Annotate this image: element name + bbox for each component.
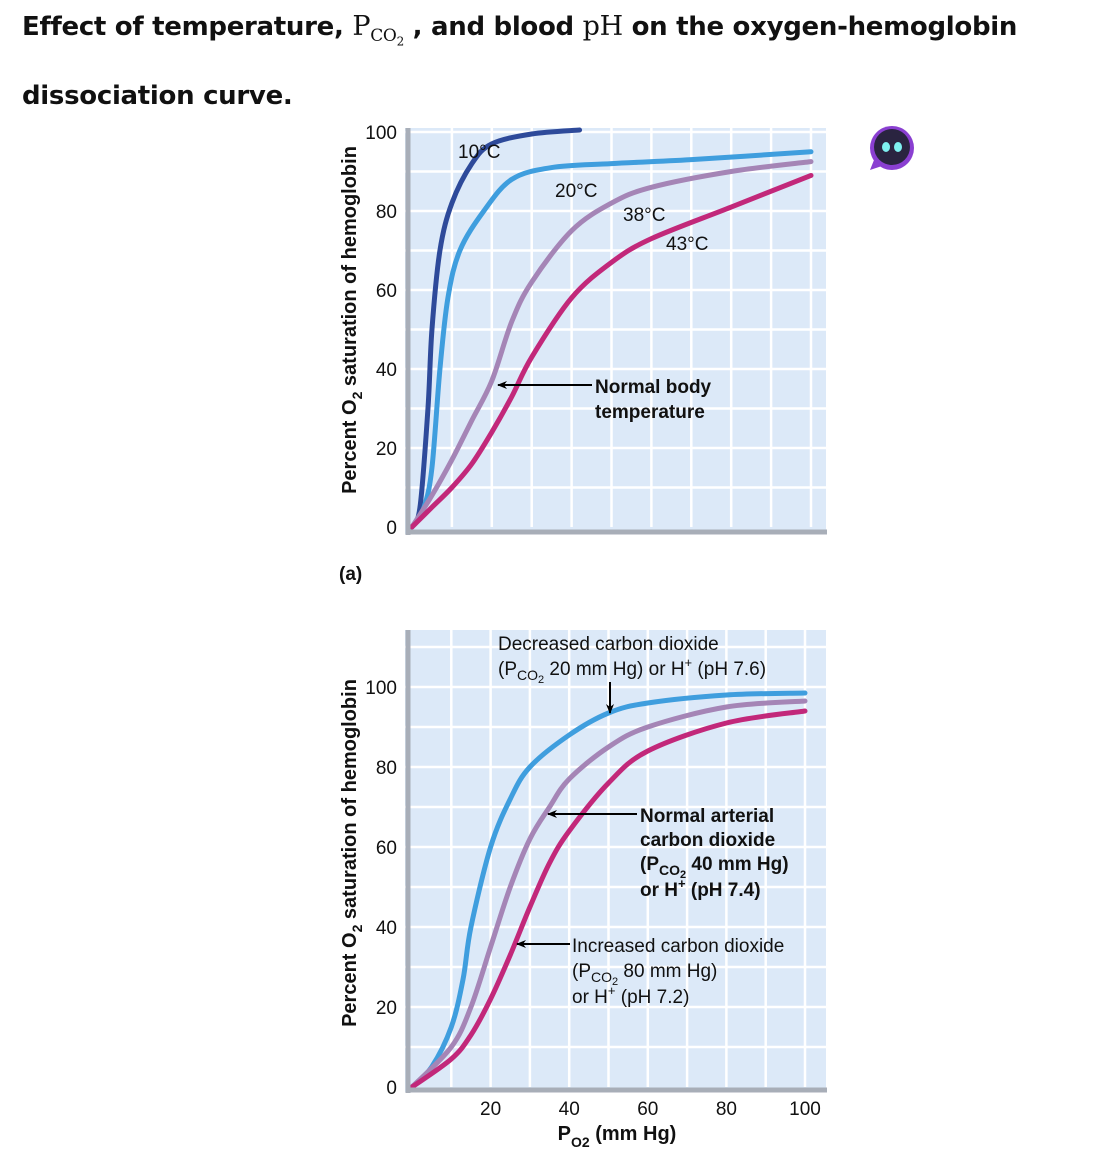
robot-assistant-icon[interactable]: [868, 124, 916, 172]
plot-area: [405, 128, 826, 534]
grid: [405, 128, 826, 527]
x-tick-label: 20: [480, 1099, 501, 1120]
x-tick-label: 80: [716, 1099, 737, 1120]
series-label-20c: 20°C: [555, 181, 597, 202]
y-tick-label: 40: [376, 918, 397, 939]
title-p: P: [352, 11, 371, 42]
figure-title: Effect of temperature, PCO2 , and blood …: [22, 0, 1102, 123]
title-sub: CO: [370, 26, 397, 47]
curve-series-3: [409, 172, 814, 530]
x-tick-label: 60: [637, 1099, 658, 1120]
y-tick-label: 100: [365, 678, 397, 699]
y-axis-label: Percent O2 saturation of hemoglobin: [339, 679, 365, 1027]
y-tick-label: 80: [376, 202, 397, 223]
curve-series-1: [409, 149, 814, 530]
title-text: , and blood: [403, 12, 583, 42]
y-tick-label: 20: [376, 998, 397, 1019]
curve-series-0: [409, 127, 583, 530]
annotation-increased-co2: Increased carbon dioxide (PCO2 80 mm Hg) o…: [572, 936, 784, 1008]
curves: [409, 127, 814, 530]
y-tick-label: 100: [365, 123, 397, 144]
curve-series-0: [409, 690, 808, 1090]
title-sub2: 2: [396, 34, 405, 49]
plot-area: [405, 630, 826, 1092]
y-tick-label: 60: [376, 281, 397, 302]
curves: [409, 690, 808, 1090]
grid: [405, 630, 826, 1087]
chart-a: 0 20 40 60 80 100 Percent O2 saturation of he…: [339, 123, 827, 585]
series-label-38c: 38°C: [623, 205, 665, 226]
curve-series-1: [409, 698, 808, 1090]
panel-label: (a): [339, 564, 362, 585]
y-tick-label: 60: [376, 838, 397, 859]
y-tick-label: 80: [376, 758, 397, 779]
y-tick-label: 20: [376, 439, 397, 460]
y-tick-label: 40: [376, 360, 397, 381]
chart-b: 0 20 40 60 80 100 20 40 60 80 100 Percent O2 satu…: [339, 630, 827, 1150]
y-tick-label: 0: [386, 518, 397, 539]
annotation-normal-body: Normal body temperature: [595, 377, 712, 423]
annotation-normal-co2: Normal arterial carbon dioxide (PCO2 40 mm…: [640, 806, 789, 901]
title-text: Effect of temperature,: [22, 12, 353, 42]
x-tick-label: 100: [789, 1099, 821, 1120]
title-text: on the oxygen-hemoglobin dissociation cu…: [22, 12, 1018, 111]
title-ph: pH: [582, 11, 624, 42]
series-label-43c: 43°C: [666, 234, 708, 255]
annotation-decreased-co2: Decreased carbon dioxide (PCO2 20 mm Hg) …: [498, 634, 766, 686]
title-pco2: PCO2: [352, 11, 404, 49]
x-axis-label: PO2 (mm Hg): [558, 1123, 677, 1150]
y-axis-label: Percent O2 saturation of hemoglobin: [339, 146, 365, 494]
curve-series-2: [409, 708, 808, 1090]
x-tick-label: 40: [559, 1099, 580, 1120]
series-label-10c: 10°C: [458, 142, 500, 163]
y-tick-label: 0: [386, 1078, 397, 1099]
curve-series-2: [409, 159, 814, 530]
